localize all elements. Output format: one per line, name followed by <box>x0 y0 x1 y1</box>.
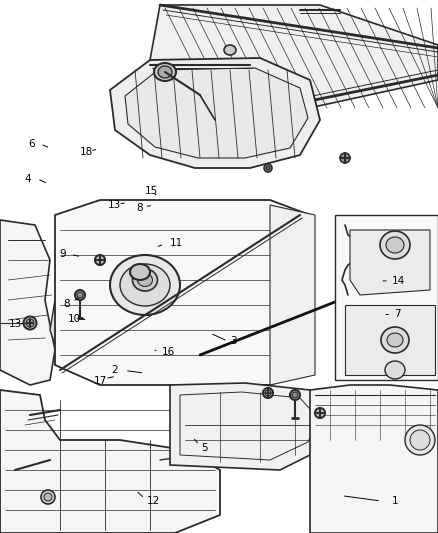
Ellipse shape <box>265 390 271 396</box>
Text: 4: 4 <box>24 174 31 183</box>
Polygon shape <box>50 295 100 352</box>
Text: 14: 14 <box>392 276 405 286</box>
Ellipse shape <box>138 273 152 287</box>
Ellipse shape <box>110 255 180 315</box>
Ellipse shape <box>185 448 195 458</box>
Polygon shape <box>125 68 308 158</box>
Ellipse shape <box>26 319 34 327</box>
Ellipse shape <box>77 292 83 298</box>
Ellipse shape <box>405 425 435 455</box>
Text: 17: 17 <box>94 376 107 386</box>
Text: 11: 11 <box>170 238 183 247</box>
Polygon shape <box>0 220 55 385</box>
Text: 13: 13 <box>9 319 22 328</box>
Text: 12: 12 <box>147 496 160 506</box>
Polygon shape <box>0 390 220 533</box>
Text: 18: 18 <box>80 147 93 157</box>
Polygon shape <box>345 305 435 375</box>
Ellipse shape <box>75 290 85 300</box>
Text: 15: 15 <box>145 186 158 196</box>
Ellipse shape <box>133 269 158 291</box>
Ellipse shape <box>386 237 404 253</box>
Ellipse shape <box>224 45 236 55</box>
Ellipse shape <box>410 430 430 450</box>
Ellipse shape <box>120 264 170 306</box>
Ellipse shape <box>315 408 325 418</box>
Polygon shape <box>55 200 310 385</box>
Ellipse shape <box>158 66 172 78</box>
Text: 7: 7 <box>394 310 401 319</box>
Ellipse shape <box>292 392 298 398</box>
Ellipse shape <box>380 231 410 259</box>
Polygon shape <box>310 385 438 533</box>
Ellipse shape <box>263 388 273 398</box>
Polygon shape <box>110 58 320 168</box>
Text: 3: 3 <box>230 336 237 346</box>
Ellipse shape <box>41 490 55 504</box>
Text: 13: 13 <box>108 200 121 210</box>
Text: 2: 2 <box>112 366 118 375</box>
Text: 9: 9 <box>59 249 66 259</box>
Text: 10: 10 <box>68 314 81 324</box>
Ellipse shape <box>340 153 350 163</box>
Ellipse shape <box>44 493 52 501</box>
Text: 6: 6 <box>28 139 35 149</box>
Polygon shape <box>335 215 438 380</box>
Ellipse shape <box>95 255 105 265</box>
Ellipse shape <box>24 317 36 329</box>
Ellipse shape <box>264 164 272 172</box>
Ellipse shape <box>130 264 150 280</box>
Polygon shape <box>170 383 330 470</box>
Text: 1: 1 <box>392 496 399 506</box>
Text: 8: 8 <box>136 203 142 213</box>
Ellipse shape <box>387 333 403 347</box>
Ellipse shape <box>385 361 405 379</box>
Text: 16: 16 <box>162 347 175 357</box>
Polygon shape <box>350 230 430 295</box>
Text: 5: 5 <box>201 443 208 453</box>
Ellipse shape <box>381 327 409 353</box>
Ellipse shape <box>266 166 270 170</box>
Polygon shape <box>150 5 438 115</box>
Polygon shape <box>270 205 315 385</box>
Ellipse shape <box>154 63 176 81</box>
Text: 8: 8 <box>64 299 70 309</box>
Ellipse shape <box>290 390 300 400</box>
